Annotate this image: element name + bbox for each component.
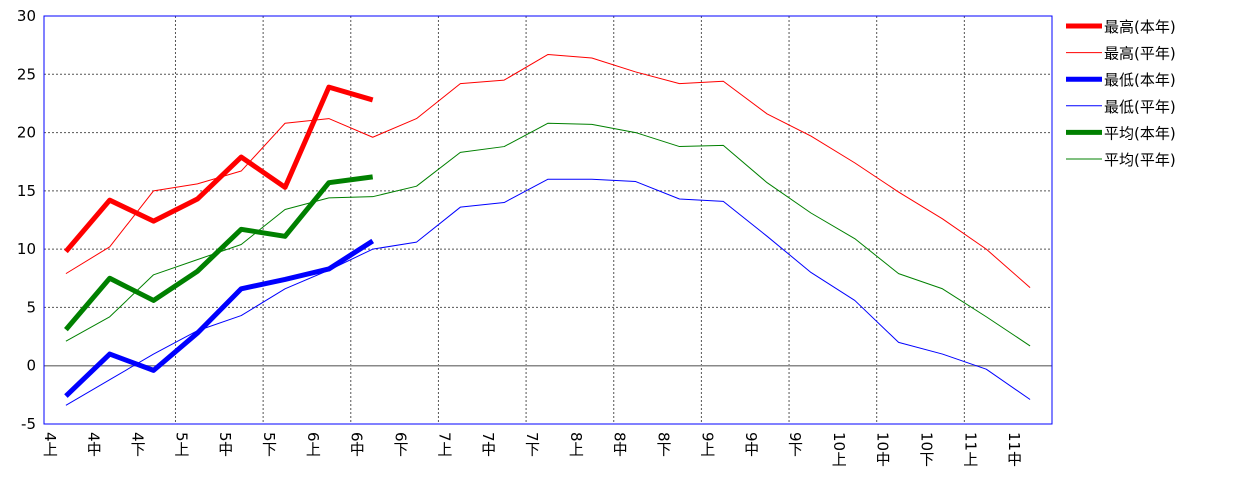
x-tick-label: 10上 (830, 432, 848, 466)
x-tick-label: 9中 (742, 432, 760, 457)
x-tick-label: 7中 (479, 432, 497, 457)
y-tick-label: 15 (17, 182, 36, 200)
y-tick-label: 10 (17, 240, 36, 258)
y-tick-label: 0 (26, 357, 36, 375)
series-line (65, 178, 1031, 406)
legend-label: 最低(本年) (1104, 71, 1176, 89)
legend-label: 平均(本年) (1104, 124, 1176, 142)
x-tick-label: 10中 (874, 432, 892, 466)
y-tick-label: 25 (17, 65, 36, 83)
x-tick-label: 9上 (698, 432, 716, 457)
x-tick-label: 6中 (348, 432, 366, 457)
legend-label: 最高(本年) (1104, 18, 1176, 36)
series-line (64, 84, 374, 254)
legend-label: 最高(平年) (1104, 45, 1176, 63)
legend-label: 最低(平年) (1104, 98, 1176, 116)
series-line (65, 53, 1031, 288)
x-tick-label: 11中 (1005, 432, 1023, 466)
y-tick-label: 5 (26, 298, 36, 316)
x-tick-label: 9下 (786, 432, 804, 457)
y-tick-label: -5 (21, 415, 36, 433)
x-tick-label: 8中 (611, 432, 629, 457)
x-tick-label: 5中 (216, 432, 234, 457)
y-tick-label: 20 (17, 124, 36, 142)
x-tick-label: 4下 (129, 432, 147, 457)
x-tick-label: 10下 (917, 432, 935, 466)
x-tick-label: 8下 (654, 432, 672, 457)
x-tick-label: 7上 (435, 432, 453, 457)
plot-frame (43, 15, 1053, 425)
x-tick-label: 5下 (260, 432, 278, 457)
series-line (65, 122, 1031, 347)
x-tick-label: 4中 (85, 432, 103, 457)
x-tick-label: 8上 (567, 432, 585, 457)
x-tick-label: 4上 (41, 432, 59, 457)
x-tick-label: 6上 (304, 432, 322, 457)
series-line (64, 174, 374, 332)
legend-label: 平均(平年) (1104, 151, 1176, 169)
x-tick-label: 6下 (392, 432, 410, 457)
y-tick-label: 30 (17, 7, 36, 25)
x-tick-label: 11上 (961, 432, 979, 466)
x-tick-label: 7下 (523, 432, 541, 457)
x-tick-label: 5上 (172, 432, 190, 457)
series-line (64, 238, 375, 398)
